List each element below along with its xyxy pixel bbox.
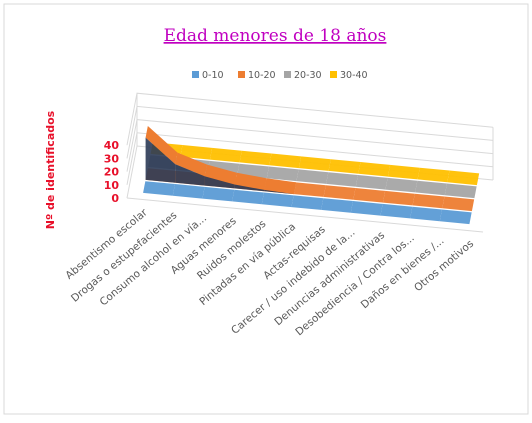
series-30-40-floor-4	[269, 153, 302, 169]
series-10-20-top-1	[175, 152, 208, 177]
series-0-10-floor-0	[143, 181, 175, 196]
series-30-40-floor-1	[180, 145, 213, 160]
series-0-10-floor-1	[172, 184, 205, 199]
series-0-10-floor-6	[321, 198, 353, 213]
series-10-20-floor-7	[353, 188, 386, 203]
legend: 0-10 10-20 20-30 30-40	[192, 70, 368, 81]
series-30-40-floor-6	[328, 159, 361, 174]
series-10-20-floor-5	[293, 182, 326, 197]
series-20-30-floor-7	[355, 175, 388, 190]
legend-swatch-20-30	[284, 71, 291, 78]
legend-label-0-10: 0-10	[202, 70, 224, 81]
series-20-30-floor-4	[266, 166, 299, 182]
gridlines	[126, 92, 494, 233]
series-0-10-floor-5	[291, 195, 324, 210]
legend-label-20-30: 20-30	[294, 70, 322, 81]
y-tick-label-3: 30	[104, 152, 120, 165]
series-20-30-floor-5	[296, 169, 329, 184]
series-10-20-floor-6	[323, 185, 356, 200]
legend-label-30-40: 30-40	[340, 70, 368, 81]
series-30-40-floor-3	[239, 150, 272, 166]
series-10-20-face-2	[204, 176, 235, 189]
series-10-20-face-4	[264, 189, 294, 195]
series-10-20-top-0	[145, 125, 178, 165]
series-layer	[143, 125, 480, 225]
chart-title: Edad menores de 18 años	[164, 26, 387, 46]
chart-border	[3, 3, 529, 415]
series-0-10-floor-7	[350, 201, 383, 216]
series-10-20-top-4	[264, 178, 297, 195]
series-0-10-floor-9	[410, 206, 442, 222]
series-30-40-floor-9	[417, 167, 450, 183]
legend-swatch-30-40	[330, 71, 337, 78]
series-10-20-face-3	[234, 184, 265, 192]
series-20-30-floor-6	[326, 172, 358, 187]
series-10-20-floor-8	[382, 190, 415, 206]
series-10-20-top-3	[234, 172, 267, 190]
series-0-10-floor-3	[232, 189, 264, 205]
series-30-40-floor-10	[447, 170, 480, 186]
y-tick-label-4: 40	[104, 139, 120, 152]
series-10-20-floor-9	[412, 193, 445, 209]
series-20-30-floor-10	[444, 183, 477, 199]
series-10-20	[145, 125, 475, 212]
series-0-10-floor-10	[439, 209, 472, 225]
series-10-20-floor-10	[442, 196, 475, 212]
series-20-30-floor-9	[415, 180, 447, 196]
series-10-20-face-1	[175, 164, 205, 186]
series-10-20-face-0	[145, 137, 176, 183]
series-20-30-floor-8	[385, 177, 418, 193]
series-30-40-floor-7	[358, 162, 391, 177]
series-0-10-floor-8	[380, 203, 413, 219]
legend-swatch-10-20	[238, 71, 245, 78]
series-10-20-top-2	[204, 164, 237, 185]
legend-label-10-20: 10-20	[248, 70, 276, 81]
y-axis-label: Nº de identificados	[44, 110, 57, 229]
floor-front-edge	[126, 197, 484, 233]
series-0-10-floor-4	[261, 192, 294, 208]
y-tick-label-0: 0	[111, 192, 119, 205]
legend-swatch-0-10	[192, 71, 199, 78]
y-tick-label-2: 20	[104, 166, 120, 179]
y-tick-label-1: 10	[104, 179, 120, 192]
series-30-40-floor-8	[387, 164, 420, 180]
series-0-10	[143, 181, 472, 225]
series-30-40-floor-2	[209, 147, 242, 163]
series-30-40-floor-5	[298, 156, 331, 171]
series-0-10-floor-2	[202, 186, 235, 202]
